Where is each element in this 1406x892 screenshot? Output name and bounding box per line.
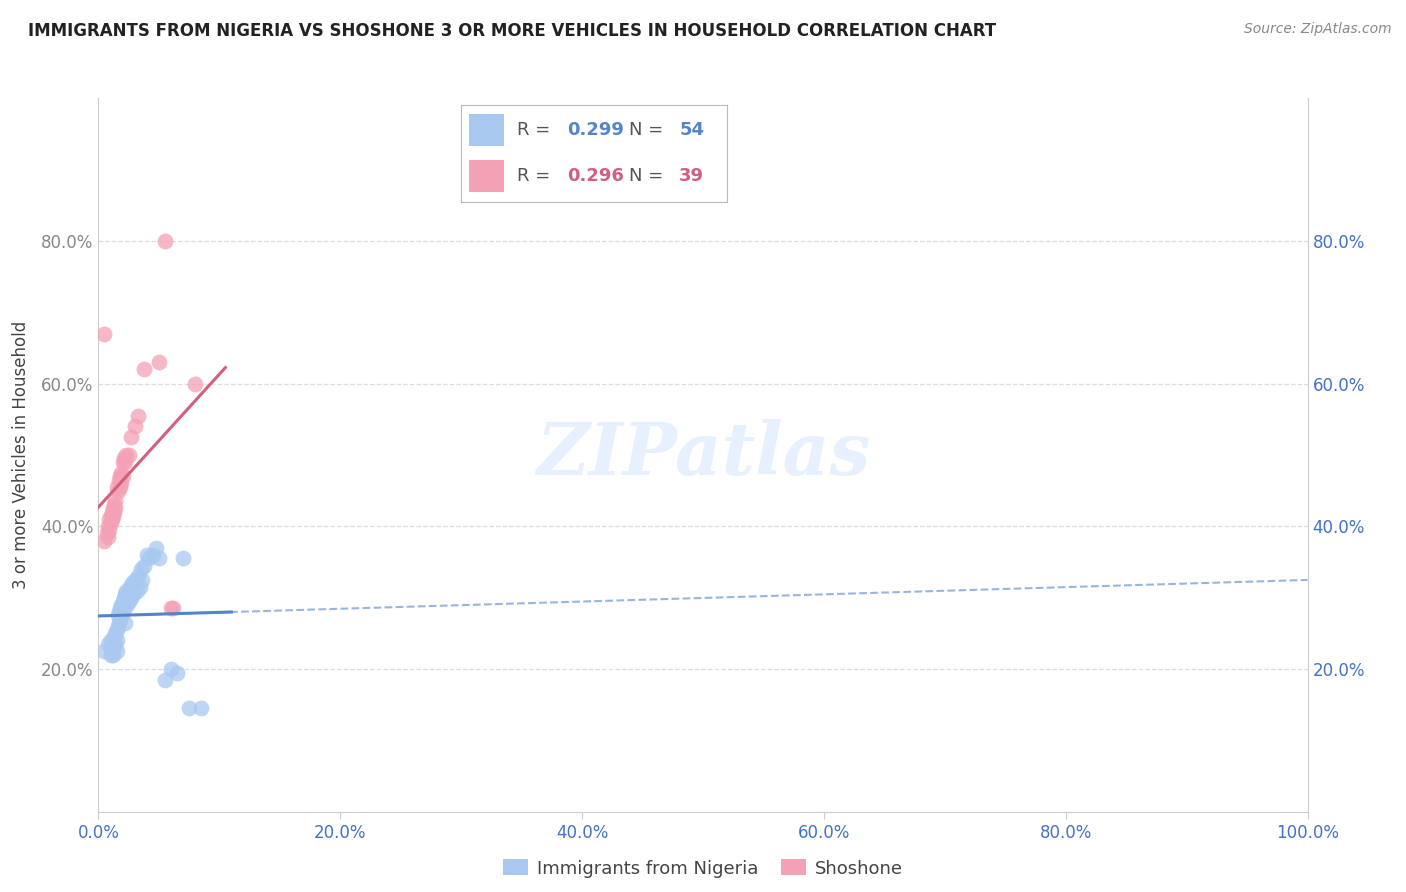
Point [124,419,146,434]
Point [118,594,141,608]
Point [120,591,142,605]
Point [103,498,125,512]
Point [101,508,124,523]
Point [111,469,134,483]
Legend: Immigrants from Nigeria, Shoshone: Immigrants from Nigeria, Shoshone [496,852,910,885]
Point [111,594,134,608]
Point [104,494,127,508]
Point [190,701,212,715]
Point [100,505,122,519]
Point [111,455,134,469]
Point [101,637,124,651]
Point [114,587,136,601]
Point [97,530,120,544]
Point [108,473,131,487]
Point [120,430,142,444]
Text: IMMIGRANTS FROM NIGERIA VS SHOSHONE 3 OR MORE VEHICLES IN HOUSEHOLD CORRELATION : IMMIGRANTS FROM NIGERIA VS SHOSHONE 3 OR… [28,22,997,40]
Point [166,665,188,680]
Point [97,519,120,533]
Point [104,626,127,640]
Point [107,619,129,633]
Point [127,583,149,598]
Point [100,633,122,648]
Point [122,587,145,601]
Point [100,512,122,526]
Point [179,701,201,715]
Point [115,583,138,598]
Point [160,601,183,615]
Point [108,480,131,494]
Point [97,637,120,651]
Point [142,548,165,562]
Point [103,630,125,644]
Point [93,326,115,341]
Point [114,455,136,469]
Point [134,362,156,376]
Point [138,551,160,566]
Point [105,623,128,637]
Point [117,598,139,612]
Point [108,469,131,483]
Point [103,505,125,519]
Point [134,558,156,573]
Text: Source: ZipAtlas.com: Source: ZipAtlas.com [1244,22,1392,37]
Point [100,648,122,662]
Point [148,551,170,566]
Y-axis label: 3 or more Vehicles in Household: 3 or more Vehicles in Household [11,321,30,589]
Point [148,355,170,369]
Point [172,551,194,566]
Point [127,409,149,423]
Point [105,633,128,648]
Point [128,580,150,594]
Point [100,508,122,523]
Point [112,591,135,605]
Point [93,644,115,658]
Point [100,516,122,530]
Point [118,448,141,462]
Point [108,605,131,619]
Point [93,533,115,548]
Point [153,673,176,687]
Point [101,501,124,516]
Point [153,234,176,248]
Point [98,523,121,537]
Point [108,615,131,630]
Point [107,608,129,623]
Point [135,548,157,562]
Point [115,448,138,462]
Point [162,601,184,615]
Point [112,601,135,615]
Point [127,569,149,583]
Point [118,580,141,594]
Point [111,605,134,619]
Point [110,476,132,491]
Text: ZIPatlas: ZIPatlas [536,419,870,491]
Point [110,466,132,480]
Point [105,480,128,494]
Point [184,376,207,391]
Point [129,562,152,576]
Point [101,648,124,662]
Point [114,615,136,630]
Point [145,541,167,555]
Point [124,573,146,587]
Point [104,501,127,516]
Point [103,640,125,655]
Point [121,576,143,591]
Point [96,526,118,541]
Point [107,483,129,498]
Point [112,451,135,466]
Point [110,598,132,612]
Point [108,601,131,615]
Point [100,640,122,655]
Point [104,637,127,651]
Point [105,644,128,658]
Point [110,608,132,623]
Point [131,573,153,587]
Point [98,512,121,526]
Point [160,662,183,676]
Point [100,644,122,658]
Point [108,612,131,626]
